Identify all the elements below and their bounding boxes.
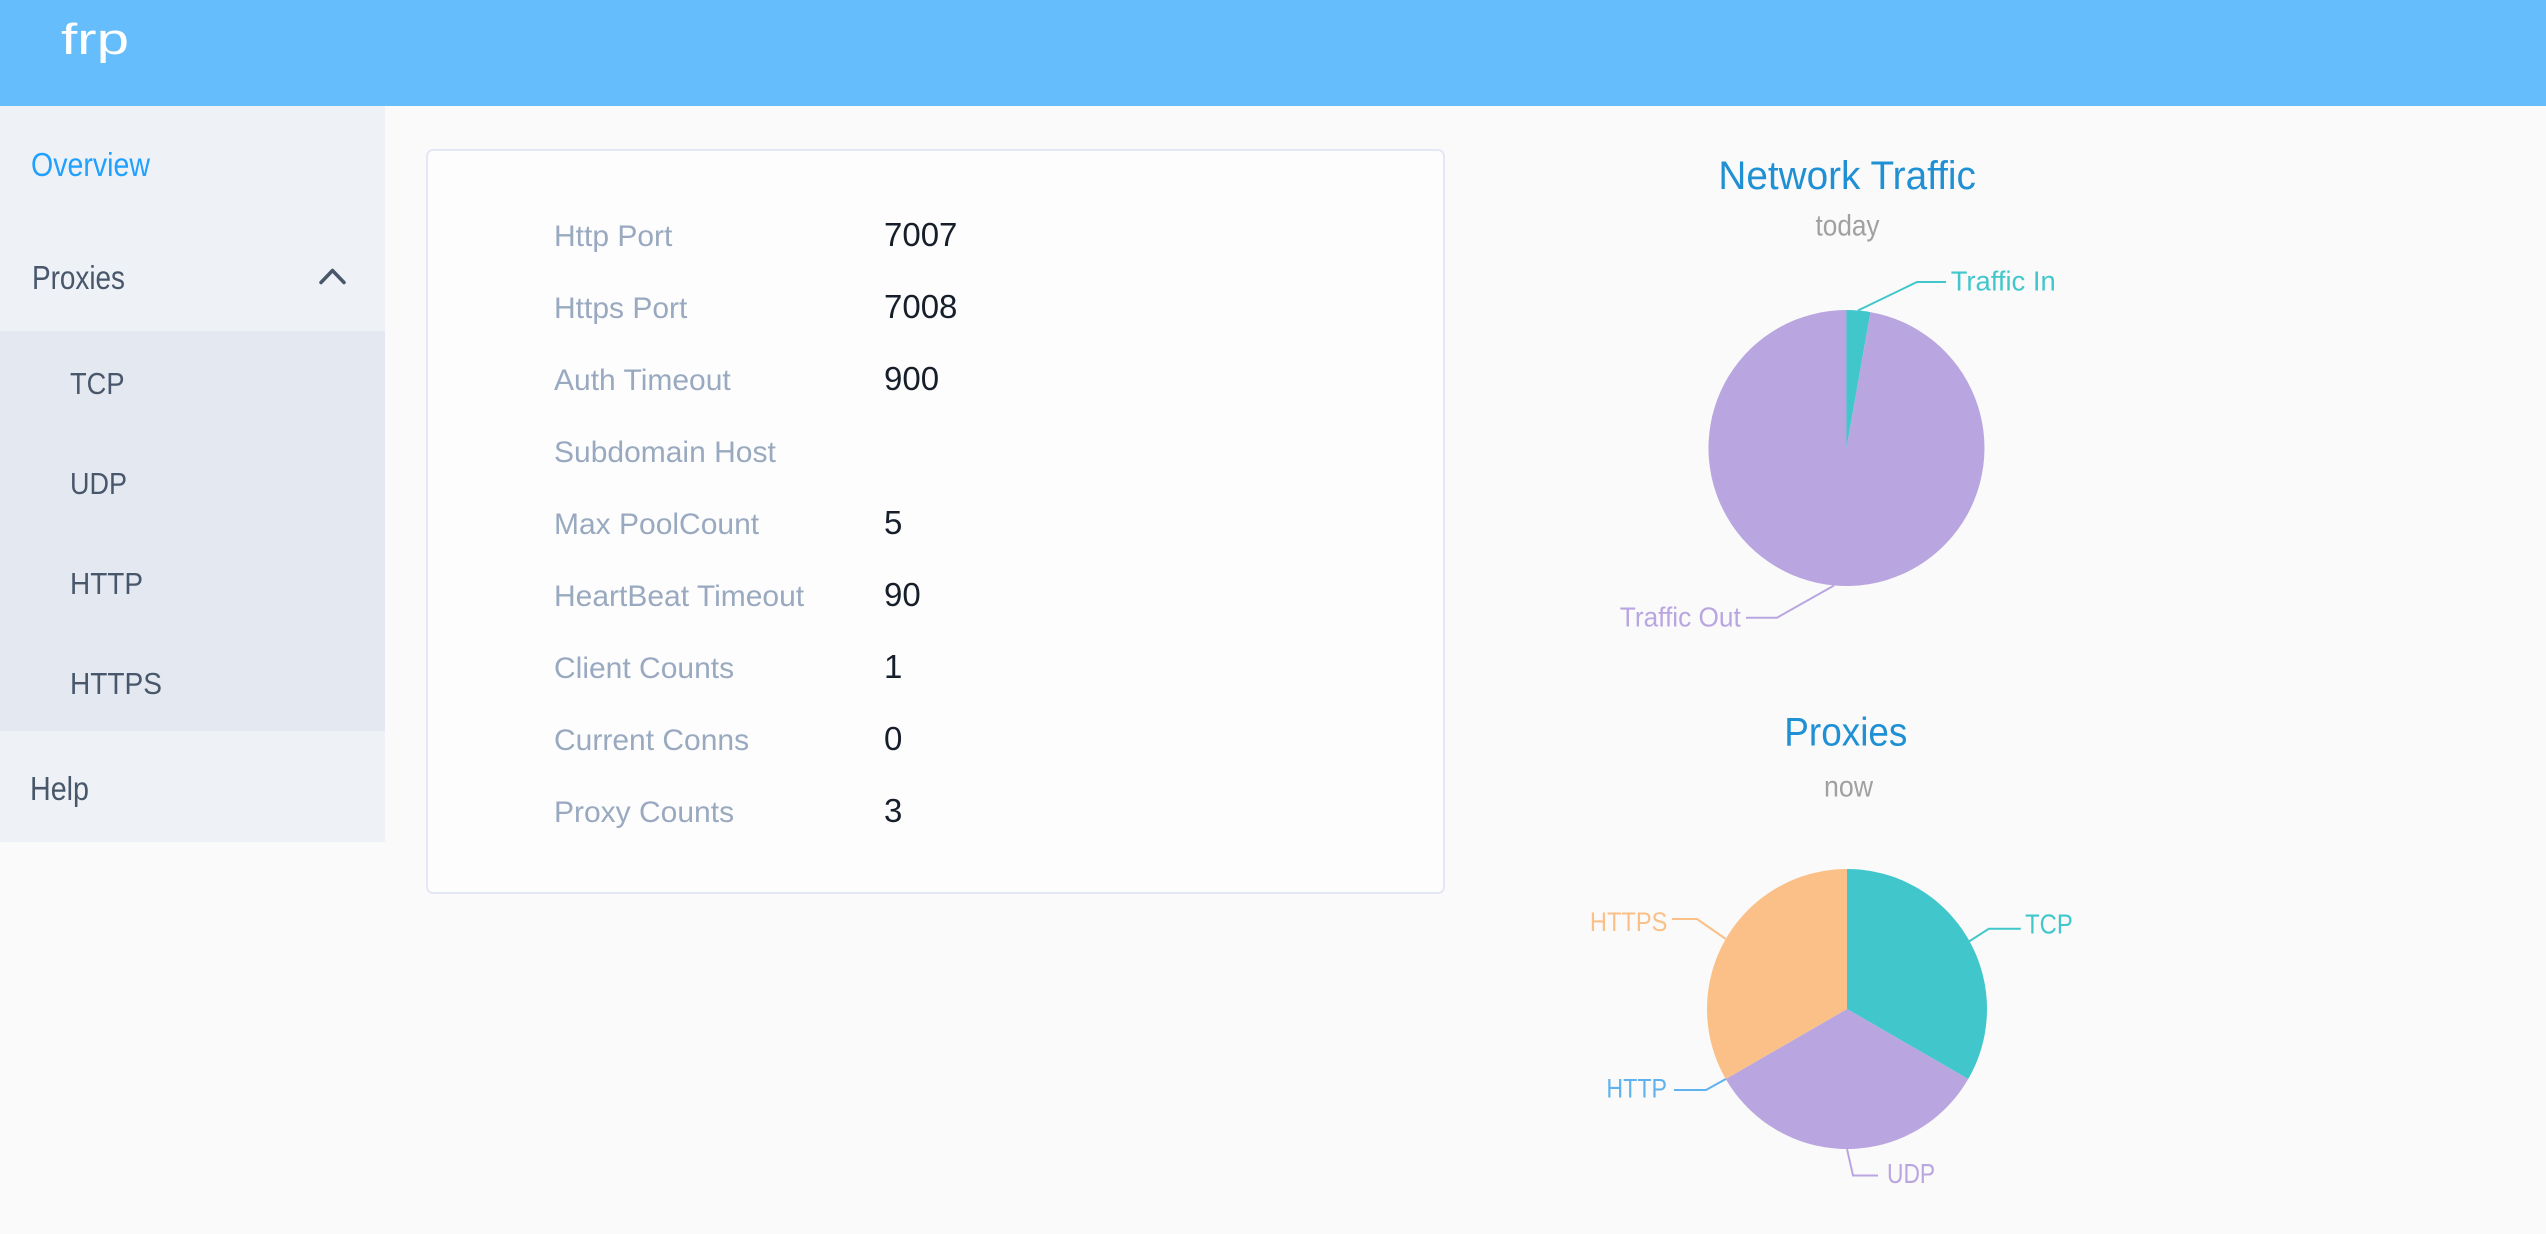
svg-text:Subdomain Host: Subdomain Host [554,436,776,469]
svg-text:Traffic In: Traffic In [1951,266,2056,297]
svg-text:Http Port: Http Port [554,220,673,253]
svg-text:TCP: TCP [2025,909,2073,940]
svg-text:HeartBeat Timeout: HeartBeat Timeout [554,580,805,613]
svg-text:1: 1 [884,648,902,685]
svg-text:Proxy Counts: Proxy Counts [554,796,734,829]
svg-text:TCP: TCP [70,366,125,401]
svg-text:Traffic Out: Traffic Out [1620,602,1741,633]
svg-text:Max PoolCount: Max PoolCount [554,508,760,541]
svg-text:UDP: UDP [1887,1158,1935,1189]
svg-text:HTTPS: HTTPS [1590,907,1668,937]
svg-text:900: 900 [884,360,939,397]
svg-text:Proxies: Proxies [1784,711,1907,755]
svg-text:5: 5 [884,504,902,541]
svg-text:UDP: UDP [70,466,127,501]
svg-text:today: today [1816,210,1880,243]
svg-text:Auth Timeout: Auth Timeout [554,364,731,397]
svg-text:HTTPS: HTTPS [70,666,162,701]
svg-text:Client Counts: Client Counts [554,652,734,685]
svg-text:Overview: Overview [31,146,150,183]
svg-text:Https Port: Https Port [554,292,688,325]
svg-text:Network Traffic: Network Traffic [1718,154,1976,198]
svg-text:Current Conns: Current Conns [554,724,749,757]
svg-text:now: now [1824,771,1873,804]
svg-text:3: 3 [884,792,902,829]
svg-text:0: 0 [884,720,902,757]
svg-text:Proxies: Proxies [32,259,125,296]
svg-text:HTTP: HTTP [1606,1074,1667,1104]
svg-text:Help: Help [30,770,89,807]
svg-text:frp: frp [61,15,129,64]
svg-text:90: 90 [884,576,921,613]
svg-text:HTTP: HTTP [70,566,143,601]
svg-text:7007: 7007 [884,216,957,253]
svg-text:7008: 7008 [884,288,957,325]
